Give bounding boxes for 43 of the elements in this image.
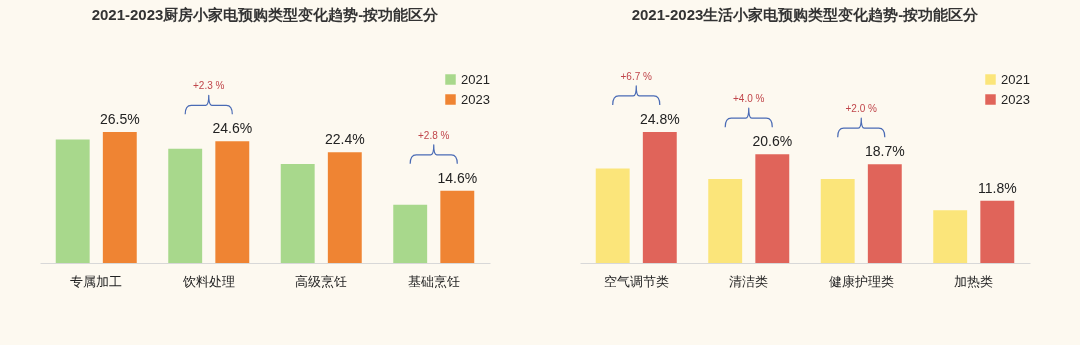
bar bbox=[215, 141, 250, 263]
data-label: 18.7% bbox=[864, 143, 905, 160]
legend-label: 2021 bbox=[461, 71, 490, 87]
legend-label: 2023 bbox=[461, 91, 490, 107]
bar bbox=[102, 131, 137, 263]
chart-title: 2021-2023厨房小家电预购类型变化趋势-按功能区分 bbox=[91, 6, 440, 23]
x-tick-label: 基础烹饪 bbox=[407, 273, 460, 289]
legend-label: 2021 bbox=[1001, 71, 1030, 87]
bar bbox=[820, 178, 855, 263]
bar bbox=[168, 148, 203, 263]
text: +2.3 % bbox=[193, 80, 225, 92]
bar bbox=[755, 154, 790, 263]
data-label: 22.4% bbox=[324, 131, 365, 148]
text: +2.0 % bbox=[845, 103, 878, 115]
bar bbox=[327, 152, 362, 263]
bar bbox=[55, 139, 90, 263]
bar bbox=[708, 178, 743, 263]
data-label: 14.6% bbox=[437, 169, 478, 186]
x-tick-label: 饮料处理 bbox=[181, 273, 235, 289]
bar bbox=[642, 131, 677, 263]
x-tick-label: 高级烹饪 bbox=[295, 273, 348, 289]
x-tick-label: 专属加工 bbox=[70, 273, 123, 289]
x-tick-label: 加热类 bbox=[954, 273, 994, 289]
annotation: +2.8 % bbox=[418, 129, 450, 141]
bar bbox=[595, 168, 630, 263]
bar bbox=[933, 210, 968, 263]
legend-label: 2023 bbox=[1001, 91, 1030, 107]
data-label: 20.6% bbox=[752, 133, 793, 150]
data-label: 24.6% bbox=[212, 120, 253, 137]
text: +6.7 % bbox=[620, 70, 653, 82]
x-tick-label: 清洁类 bbox=[729, 273, 769, 289]
bar bbox=[440, 190, 475, 263]
x-tick-label: 空气调节类 bbox=[603, 273, 669, 289]
data-label: 26.5% bbox=[99, 110, 140, 127]
bar bbox=[980, 200, 1015, 263]
bar bbox=[393, 204, 428, 263]
data-label: 24.8% bbox=[639, 110, 680, 127]
text: +4.0 % bbox=[733, 93, 765, 105]
data-label: 11.8% bbox=[977, 179, 1017, 196]
bar bbox=[280, 164, 315, 263]
chart-title: 2021-2023生活小家电预购类型变化趋势-按功能区分 bbox=[631, 6, 980, 23]
x-tick-label: 健康护理类 bbox=[828, 273, 894, 289]
bar bbox=[867, 164, 902, 263]
